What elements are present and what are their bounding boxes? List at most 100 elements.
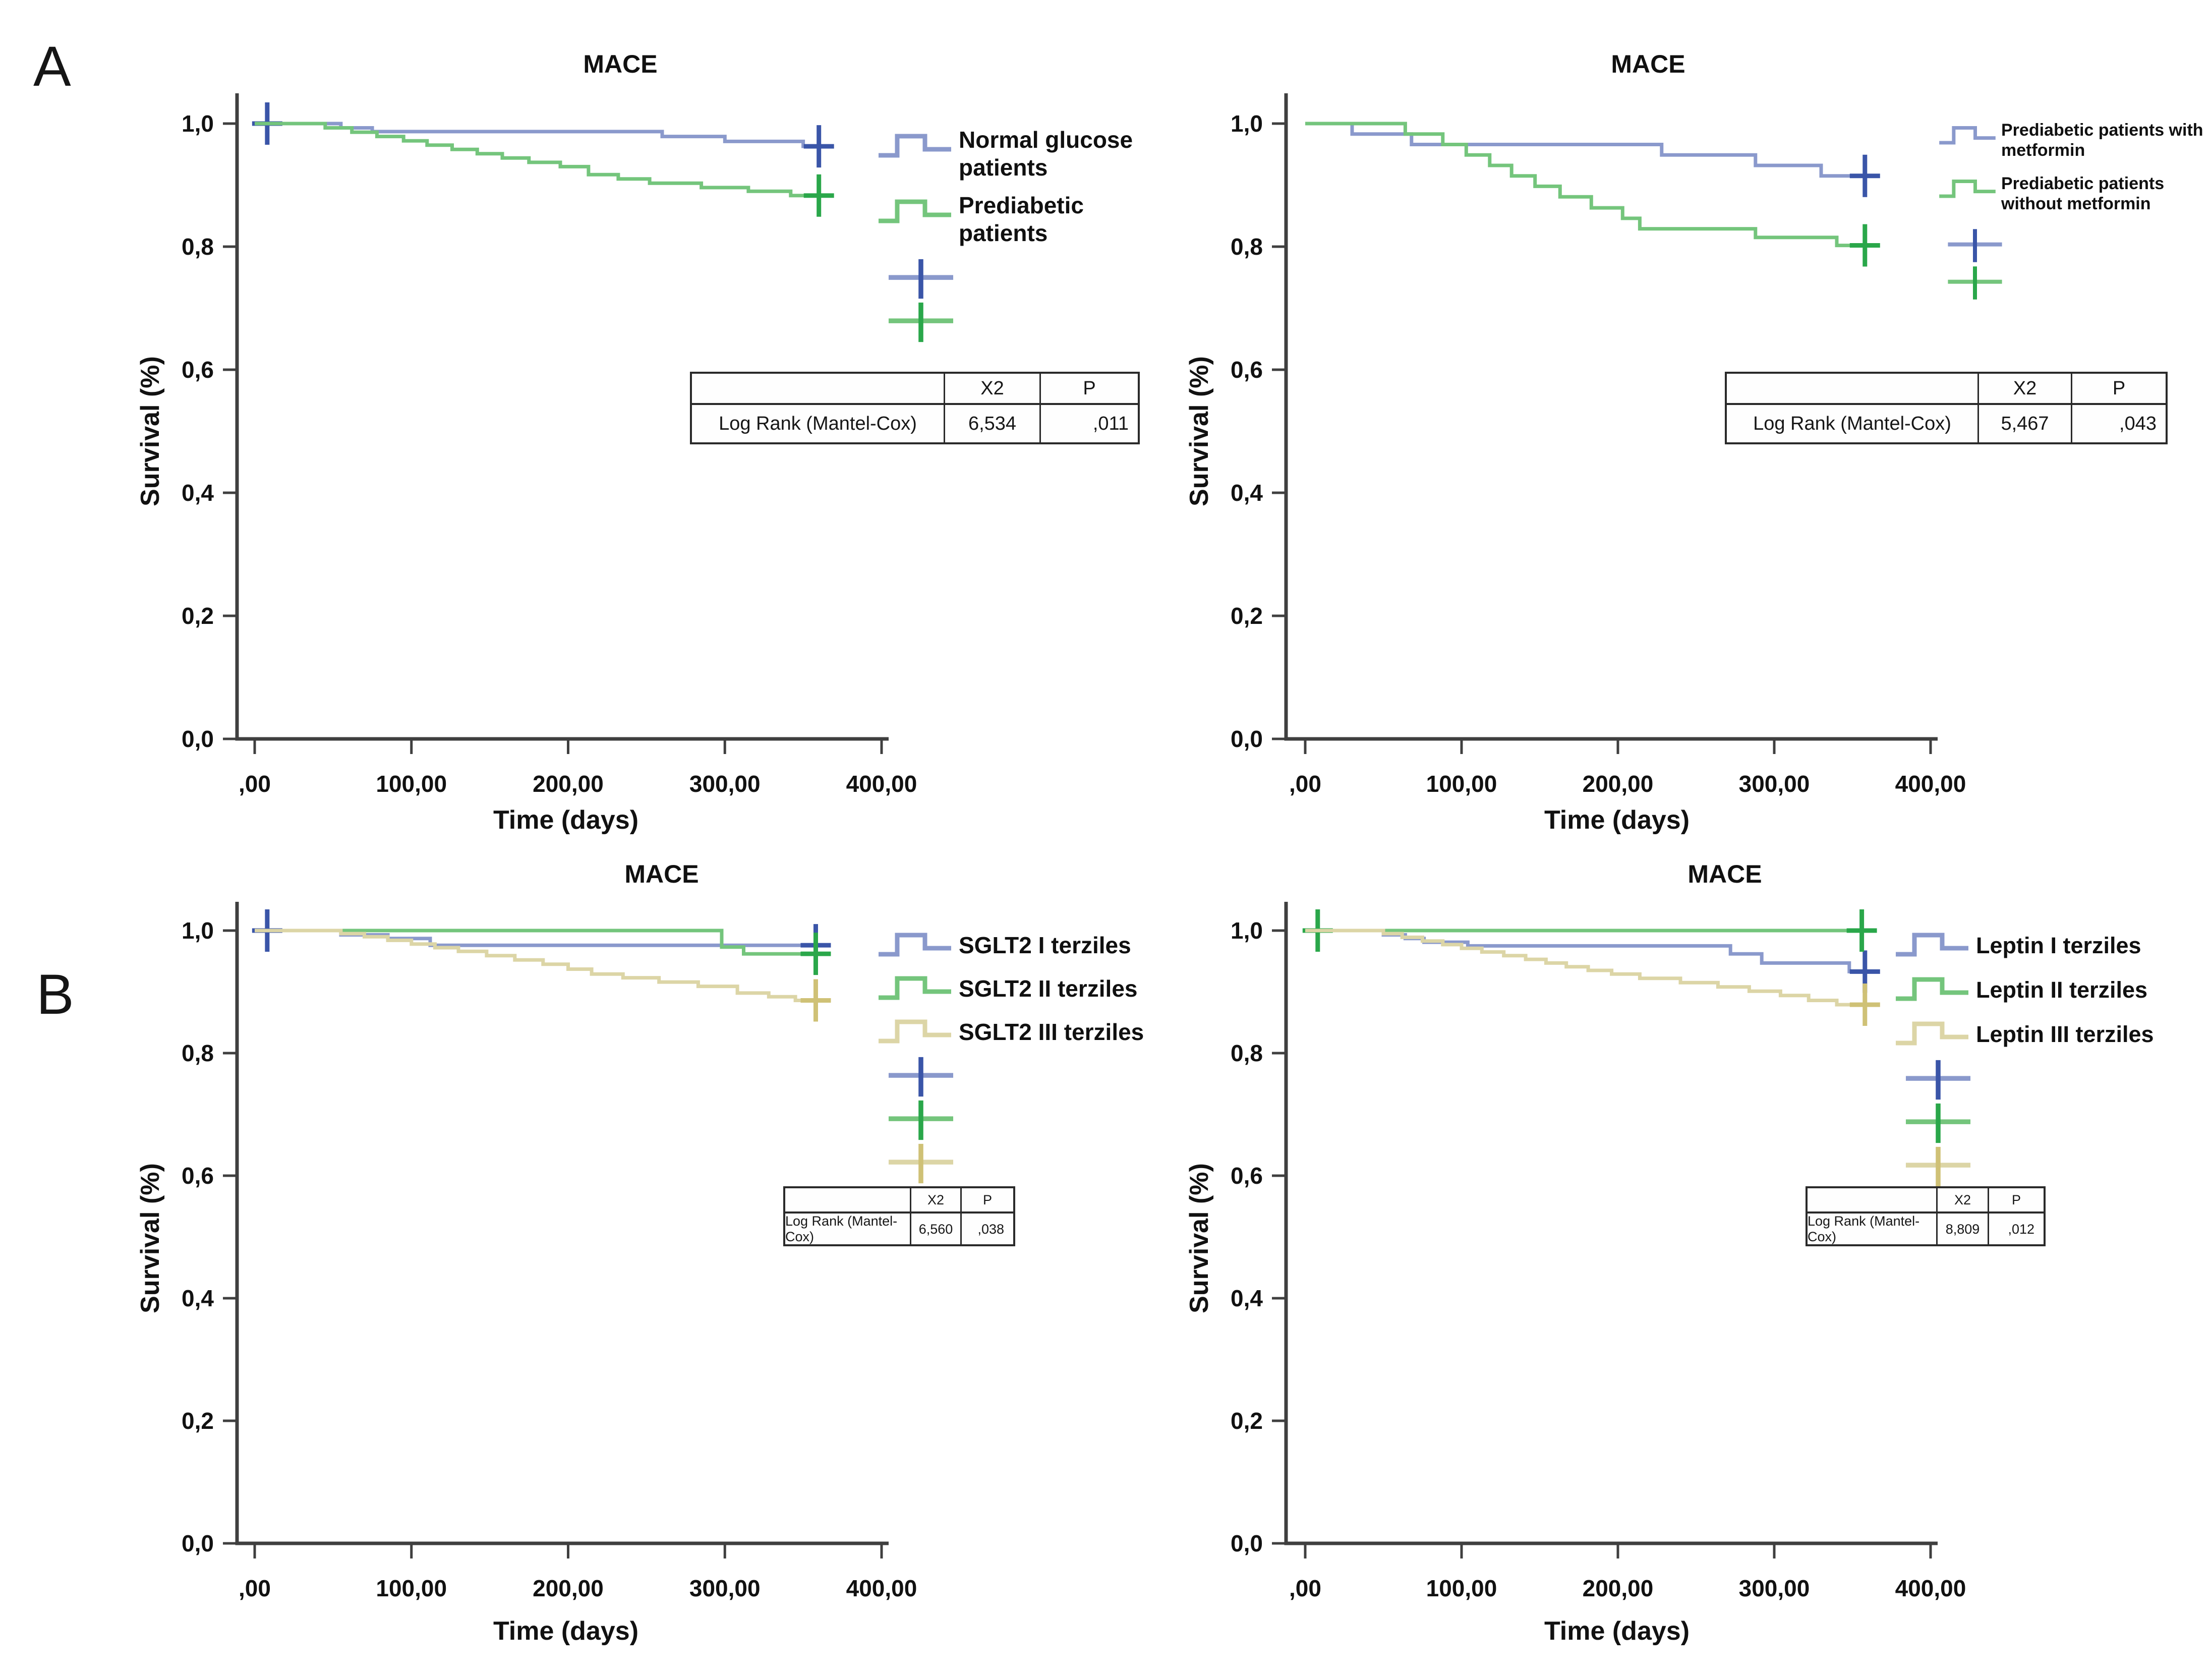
legend-line-swatch-blue (879, 933, 951, 957)
censor-plus-blue-icon (888, 259, 954, 299)
y-tick-label: 0,0 (182, 726, 214, 752)
legend-item: Prediabetic patients with metformin (1937, 120, 2203, 160)
y-tick-label: 0,2 (182, 1408, 214, 1434)
kaplan-meier-chart-0: 1,0 0,8 0,6 0,4 0,2 0,0 ,00 100,00 200,00 300,00 4… (182, 93, 917, 797)
y-tick-label: 0,6 (182, 357, 214, 383)
censor-plus-green-icon (888, 1100, 954, 1140)
legend-item: SGLT2 II terziles (875, 968, 1144, 1009)
legend-item: Leptin II terziles (1892, 969, 2154, 1010)
x-tick-label: 400,00 (1895, 1575, 1966, 1601)
table-row-label: Log Rank (Mantel-Cox) (1808, 1214, 1938, 1245)
table-header-x2: X2 (945, 374, 1041, 405)
legend-label: Leptin II terziles (1976, 976, 2148, 1003)
survival-curve-prediabetic-patients-without-metformin (1305, 122, 1876, 248)
y-tick-label: 0,0 (1231, 726, 1263, 752)
y-tick-label: 1,0 (1231, 110, 1263, 137)
x-tick-label: 400,00 (1895, 771, 1966, 797)
legend-item: Prediabetic patients (875, 192, 1133, 247)
censor-plus-green-icon (888, 302, 954, 342)
y-tick-label: 0,8 (1231, 234, 1263, 260)
y-tick-label: 0,2 (1231, 603, 1263, 629)
panel-a-label: A (33, 35, 71, 98)
table-corner-cell (1727, 374, 1979, 405)
table-p-value: ,043 (2119, 413, 2157, 434)
legend-label: Leptin I terziles (1976, 932, 2141, 958)
y-axis-label: Survival (%) (1185, 1163, 1214, 1313)
table-x2-value: 6,534 (945, 405, 1041, 442)
table-p-value: ,012 (2008, 1221, 2034, 1237)
x-tick-label: 400,00 (846, 1575, 917, 1601)
table-header-p: P (1041, 374, 1138, 405)
y-tick-label: 1,0 (1231, 917, 1263, 944)
y-tick-label: 0,0 (1231, 1530, 1263, 1556)
kaplan-meier-chart-1: 1,0 0,8 0,6 0,4 0,2 0,0 ,00 100,00 200,00 300,00 4… (1231, 93, 1966, 797)
legend-line-swatch-tan (879, 1019, 951, 1044)
logrank-table-a-left: X2 P Log Rank (Mantel-Cox) 6,534 ,011 (690, 372, 1140, 444)
panel-b-label: B (36, 963, 74, 1026)
legend-item: Normal glucose patients (875, 126, 1133, 182)
y-axis-label: Survival (%) (1185, 356, 1214, 506)
x-tick-label: 200,00 (533, 771, 604, 797)
x-tick-label: 300,00 (1739, 771, 1810, 797)
legend-line-swatch-green (1939, 180, 1996, 198)
y-tick-label: 0,4 (1231, 480, 1263, 506)
legend-label: Leptin III terziles (1976, 1021, 2154, 1047)
x-axis-label: Time (days) (493, 805, 639, 835)
survival-curve-sglt2-iii-terziles (255, 929, 827, 1002)
y-tick-label: 1,0 (182, 917, 214, 944)
x-tick-label: 100,00 (1426, 771, 1497, 797)
x-tick-label: 300,00 (1739, 1575, 1810, 1601)
y-axis-label: Survival (%) (136, 356, 165, 506)
legend-b-right: Leptin I terziles Leptin II terziles Lep… (1892, 925, 2154, 1188)
table-corner-cell (1808, 1188, 1938, 1214)
y-tick-label: 0,4 (182, 1285, 214, 1311)
chart-title-mace-a-right: MACE (1611, 50, 1685, 78)
table-header-p: P (962, 1188, 1013, 1214)
table-p-value: ,011 (1092, 413, 1129, 434)
y-tick-label: 0,4 (182, 480, 214, 506)
censor-plus-blue-icon (888, 1057, 954, 1097)
y-tick-label: 0,2 (1231, 1408, 1263, 1434)
table-row-label: Log Rank (Mantel-Cox) (1727, 405, 1979, 442)
y-tick-label: 0,8 (1231, 1040, 1263, 1066)
table-header-x2: X2 (911, 1188, 962, 1214)
legend-a-right: Prediabetic patients with metformin Pred… (1937, 120, 2203, 302)
x-tick-label: ,00 (1289, 1575, 1321, 1601)
legend-item: Leptin III terziles (1892, 1014, 2154, 1054)
legend-line-swatch-blue (879, 134, 951, 158)
table-header-x2: X2 (1979, 374, 2072, 405)
legend-item: SGLT2 III terziles (875, 1012, 1144, 1052)
logrank-table-a-right: X2 P Log Rank (Mantel-Cox) 5,467 ,043 (1725, 372, 2168, 444)
table-x2-value: 5,467 (1979, 405, 2072, 442)
table-corner-cell (692, 374, 945, 405)
x-tick-label: 400,00 (846, 771, 917, 797)
legend-label: Prediabetic patients without metformin (2001, 174, 2165, 213)
survival-curve-prediabetic-patients (255, 122, 827, 198)
x-tick-label: 200,00 (533, 1575, 604, 1601)
censor-plus-green-icon (1905, 1103, 1971, 1143)
survival-curve-prediabetic-patients-with-metformin (1305, 122, 1876, 178)
survival-curve-sglt2-ii-terziles (255, 929, 827, 956)
logrank-table-b-left: X2 P Log Rank (Mantel-Cox) 6,560 ,038 (783, 1186, 1015, 1246)
y-tick-label: 0,6 (1231, 1163, 1263, 1189)
x-axis-label: Time (days) (493, 1616, 639, 1646)
x-tick-label: 300,00 (689, 771, 761, 797)
legend-line-swatch-tan (1896, 1021, 1968, 1046)
censor-plus-green-icon (1948, 266, 2002, 300)
censor-plus-tan-icon (888, 1143, 954, 1184)
legend-label: SGLT2 I terziles (959, 932, 1131, 958)
chart-title-mace-a-left: MACE (583, 50, 658, 78)
legend-label: Prediabetic patients (959, 192, 1084, 246)
table-corner-cell (785, 1188, 911, 1214)
logrank-table-b-right: X2 P Log Rank (Mantel-Cox) 8,809 ,012 (1806, 1186, 2046, 1246)
survival-curve-leptin-i-terziles (1305, 929, 1876, 973)
x-tick-label: 100,00 (376, 1575, 447, 1601)
legend-line-swatch-green (1896, 977, 1968, 1001)
legend-item: SGLT2 I terziles (875, 925, 1144, 965)
legend-item: Prediabetic patients without metformin (1937, 174, 2203, 214)
legend-line-swatch-blue (1896, 933, 1968, 957)
y-tick-label: 0,0 (182, 1530, 214, 1556)
x-tick-label: ,00 (1289, 771, 1321, 797)
